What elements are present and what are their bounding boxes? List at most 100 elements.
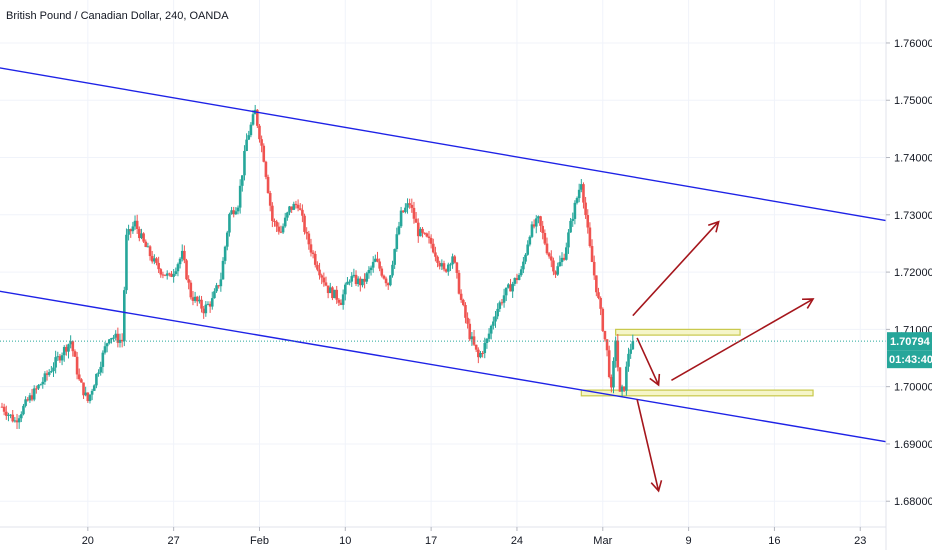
candle-body-up bbox=[498, 302, 502, 309]
candle-body-down bbox=[191, 297, 195, 301]
candle-body-up bbox=[204, 304, 208, 314]
candle-body-down bbox=[607, 350, 611, 378]
candle-body-down bbox=[262, 145, 266, 162]
candle-body-down bbox=[554, 271, 557, 275]
candle-body-down bbox=[260, 139, 263, 146]
candle-body-down bbox=[159, 269, 163, 275]
candle-body-up bbox=[397, 226, 401, 235]
candle-body-up bbox=[247, 135, 251, 140]
candle-body-up bbox=[251, 114, 255, 125]
candle-body-up bbox=[534, 218, 538, 227]
candle-body-up bbox=[286, 212, 289, 218]
candle-body-down bbox=[599, 297, 602, 309]
candle-body-down bbox=[541, 225, 544, 234]
support-resistance-zones[interactable] bbox=[580, 328, 814, 397]
y-tick-label: 1.72000 bbox=[894, 267, 932, 279]
candle-body-up bbox=[556, 266, 560, 275]
candle-body-up bbox=[60, 355, 64, 361]
x-tick-label: Feb bbox=[250, 535, 269, 547]
candle-body-down bbox=[324, 282, 328, 286]
candle-body-down bbox=[129, 229, 133, 232]
candle-body-down bbox=[474, 344, 478, 350]
projection-arrows[interactable] bbox=[632, 220, 815, 493]
candle-body-down bbox=[256, 109, 259, 126]
candle-body-down bbox=[466, 317, 469, 324]
candle-body-up bbox=[165, 273, 169, 276]
price-zone[interactable] bbox=[580, 389, 814, 397]
projection-arrow[interactable] bbox=[636, 399, 663, 493]
candle-body-down bbox=[163, 274, 167, 276]
candle-body-down bbox=[144, 241, 148, 247]
candle-body-up bbox=[95, 373, 98, 386]
candle-body-up bbox=[241, 175, 244, 186]
candle-body-up bbox=[213, 291, 216, 299]
candle-body-up bbox=[406, 203, 409, 208]
chart-title: British Pound / Canadian Dollar, 240, OA… bbox=[6, 10, 229, 22]
candle-body-up bbox=[537, 216, 540, 219]
candle-body-down bbox=[148, 246, 152, 257]
candle-body-up bbox=[281, 226, 285, 233]
candle-body-up bbox=[513, 278, 517, 284]
candle-body-down bbox=[376, 258, 379, 262]
x-tick-label: 24 bbox=[511, 535, 523, 547]
candle-body-up bbox=[20, 414, 23, 419]
candle-body-down bbox=[386, 283, 390, 286]
candle-body-down bbox=[416, 222, 420, 237]
countdown-badge: 01:43:40 bbox=[887, 350, 932, 369]
candle-body-down bbox=[331, 287, 334, 299]
candle-body-down bbox=[462, 299, 465, 305]
candle-body-up bbox=[32, 388, 36, 400]
candle-body-down bbox=[58, 356, 62, 361]
candle-body-up bbox=[558, 262, 562, 267]
candle-body-down bbox=[307, 233, 311, 245]
candle-body-down bbox=[86, 392, 90, 402]
candle-body-down bbox=[597, 292, 600, 298]
candle-body-up bbox=[180, 250, 184, 259]
price-zone[interactable] bbox=[615, 328, 741, 336]
candle-body-up bbox=[502, 295, 506, 303]
arrow-head bbox=[649, 373, 661, 387]
candle-body-down bbox=[337, 299, 341, 303]
candle-body-down bbox=[290, 206, 293, 210]
candle-body-up bbox=[449, 264, 452, 266]
candle-body-up bbox=[391, 264, 394, 276]
candle-body-down bbox=[135, 220, 139, 229]
candle-body-up bbox=[614, 340, 617, 361]
candle-body-down bbox=[549, 256, 553, 261]
candle-body-down bbox=[444, 269, 448, 272]
candle-body-down bbox=[77, 374, 81, 380]
candle-body-down bbox=[562, 257, 566, 260]
candle-body-up bbox=[283, 217, 287, 227]
candle-body-up bbox=[350, 276, 354, 282]
candle-body-down bbox=[468, 323, 472, 340]
candle-body-up bbox=[631, 341, 635, 350]
candle-body-up bbox=[110, 338, 113, 340]
channel-lower-line[interactable] bbox=[0, 289, 887, 443]
candle-body-up bbox=[625, 366, 628, 391]
projection-arrow[interactable] bbox=[671, 298, 815, 382]
time-axis[interactable]: 20 27 Feb 10 17 24 Mar 9 16 23 bbox=[82, 527, 867, 547]
projection-arrow[interactable] bbox=[632, 220, 720, 317]
candle-body-up bbox=[84, 392, 87, 396]
candle-body-up bbox=[419, 228, 422, 237]
channel-lines[interactable] bbox=[0, 65, 887, 443]
candle-body-up bbox=[88, 394, 92, 402]
candle-body-up bbox=[92, 385, 96, 391]
candle-body-up bbox=[567, 232, 570, 248]
candle-body-up bbox=[356, 278, 360, 285]
candle-body-up bbox=[530, 224, 534, 237]
candle-body-up bbox=[374, 258, 377, 262]
channel-upper-line[interactable] bbox=[0, 65, 887, 222]
candle-body-up bbox=[97, 372, 100, 374]
candle-body-up bbox=[28, 395, 32, 401]
candle-body-down bbox=[320, 275, 323, 278]
projection-arrow[interactable] bbox=[636, 337, 661, 387]
candle-body-up bbox=[451, 256, 454, 265]
candle-body-down bbox=[532, 224, 536, 227]
candle-body-down bbox=[378, 261, 381, 269]
candle-body-up bbox=[365, 273, 369, 282]
y-tick-label: 1.70000 bbox=[894, 382, 932, 394]
candle-body-down bbox=[582, 184, 585, 203]
